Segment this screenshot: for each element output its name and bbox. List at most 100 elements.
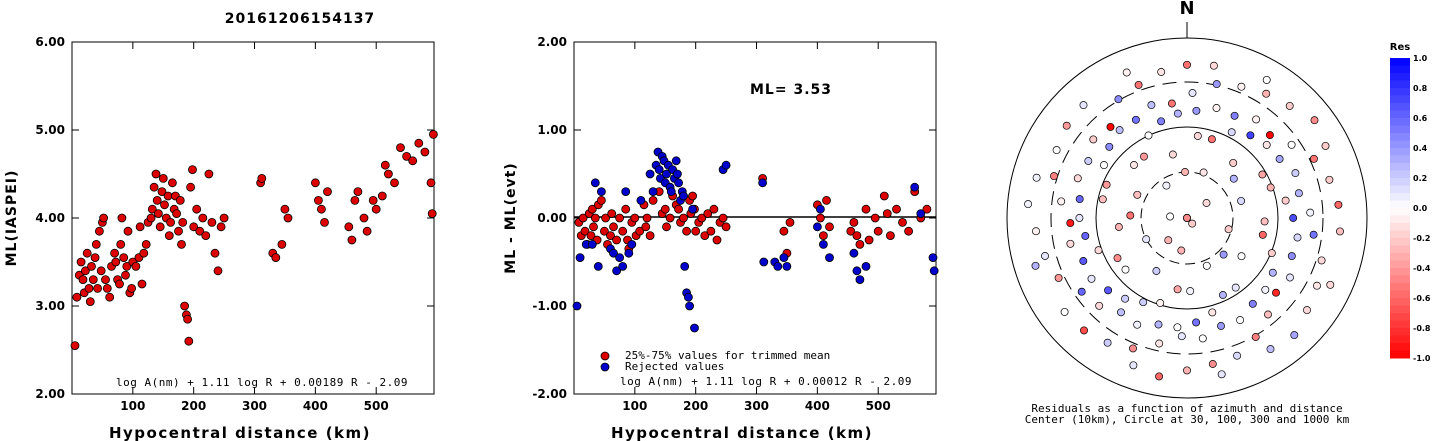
circle-300km (1050, 81, 1324, 355)
residual-colorbar: 1.0 0.8 0.6 0.4 0.2 0.0 -0.2 -0.4 -0.6 -0.8 -1.0 (1390, 54, 1431, 363)
station-marker (1157, 68, 1166, 76)
azimuth-residual-panel: N Residuals as a function of azimuth and… (1006, 0, 1431, 426)
colorbar-segment (1390, 148, 1410, 156)
trimmed-point (682, 226, 691, 236)
station-marker (1094, 246, 1103, 255)
ml-data-points (70, 129, 438, 351)
trimmed-point (607, 209, 617, 219)
azimuth-residual-points (1024, 60, 1344, 381)
trimmed-point (846, 226, 856, 236)
station-marker (1202, 199, 1211, 207)
station-marker (1104, 286, 1113, 295)
ml-point (166, 217, 176, 227)
rejected-point (825, 253, 834, 263)
ml-point (320, 217, 329, 227)
station-marker (1133, 190, 1142, 199)
station-marker (1166, 212, 1175, 221)
station-marker (1100, 161, 1108, 170)
colorbar-segment (1390, 238, 1410, 246)
station-marker (1186, 287, 1195, 296)
station-marker (1262, 75, 1271, 84)
rejected-point (852, 266, 862, 276)
trimmed-point (721, 222, 731, 232)
colorbar-segment (1390, 343, 1410, 351)
trimmed-point (586, 231, 596, 241)
ml-point (119, 253, 129, 263)
station-marker (1286, 273, 1294, 282)
ml-point (280, 204, 290, 214)
colorbar-tick-label: 0.2 (1413, 174, 1427, 183)
ml-ytick-label: 4.00 (35, 211, 65, 225)
station-marker (1066, 219, 1075, 228)
event-id-title: 20161206154137 (225, 11, 375, 27)
station-marker (1325, 175, 1334, 184)
station-marker (1231, 283, 1240, 292)
station-marker (1268, 268, 1277, 277)
ml-point (141, 239, 151, 249)
trimmed-point (578, 213, 588, 223)
rejected-point (916, 209, 926, 219)
ml-point (353, 187, 363, 197)
station-marker (1073, 174, 1082, 183)
trimmed-point (660, 204, 670, 214)
station-marker (1199, 168, 1208, 177)
colorbar-segment (1390, 275, 1410, 284)
ml-point (88, 275, 98, 285)
rejected-point (590, 178, 600, 188)
trimmed-point (606, 231, 615, 241)
station-marker (1181, 168, 1189, 176)
ml-point (135, 222, 145, 232)
station-marker (1287, 140, 1296, 149)
ml-point (160, 200, 169, 210)
station-marker (1126, 211, 1135, 220)
ml-point (147, 204, 157, 214)
trimmed-point (861, 204, 871, 214)
station-marker (1208, 360, 1217, 368)
trimmed-point (597, 195, 606, 205)
ml-point (153, 209, 163, 219)
ml-point (110, 248, 119, 258)
station-marker (1060, 307, 1069, 316)
station-marker (1095, 301, 1104, 310)
station-marker (1106, 122, 1115, 131)
ml-event-value: ML= 3.53 (750, 82, 832, 98)
ml-point (195, 226, 205, 236)
trimmed-point (642, 213, 652, 223)
station-marker (1233, 351, 1242, 360)
ml-point (184, 336, 194, 346)
trimmed-point (816, 213, 825, 223)
trimmed-point (870, 213, 880, 223)
trimmed-point (709, 204, 719, 214)
station-marker (1306, 208, 1315, 217)
colorbar-segment (1390, 328, 1410, 336)
ml-point (167, 178, 177, 188)
ml-point (121, 270, 130, 280)
circle-1000km (1006, 37, 1368, 399)
colorbar-segment (1390, 110, 1410, 119)
azimuth-caption-line1: Residuals as a function of azimuth and d… (1031, 402, 1342, 415)
ml-point (91, 239, 101, 249)
station-marker (1293, 233, 1302, 242)
rejected-point (621, 187, 631, 197)
station-marker (1121, 265, 1130, 274)
res-ytick-label: -1.00 (532, 299, 567, 313)
trimmed-point (612, 235, 621, 245)
colorbar-segment (1390, 58, 1410, 66)
station-marker (1309, 230, 1318, 239)
trimmed-point (590, 213, 600, 223)
ml-point (157, 187, 167, 197)
trimmed-point (886, 231, 895, 241)
res-xtick-label: 100 (622, 399, 647, 413)
colorbar-segment (1390, 155, 1410, 164)
north-label: N (1179, 0, 1194, 19)
ml-point (350, 195, 360, 205)
ml-xtick-label: 100 (120, 399, 145, 413)
ml-ytick-label: 3.00 (35, 299, 65, 313)
trimmed-point (635, 226, 645, 236)
colorbar-segment (1390, 178, 1410, 186)
trimmed-point (648, 195, 658, 205)
ml-point (78, 275, 88, 285)
station-marker (1084, 157, 1093, 165)
station-marker (1098, 195, 1107, 204)
